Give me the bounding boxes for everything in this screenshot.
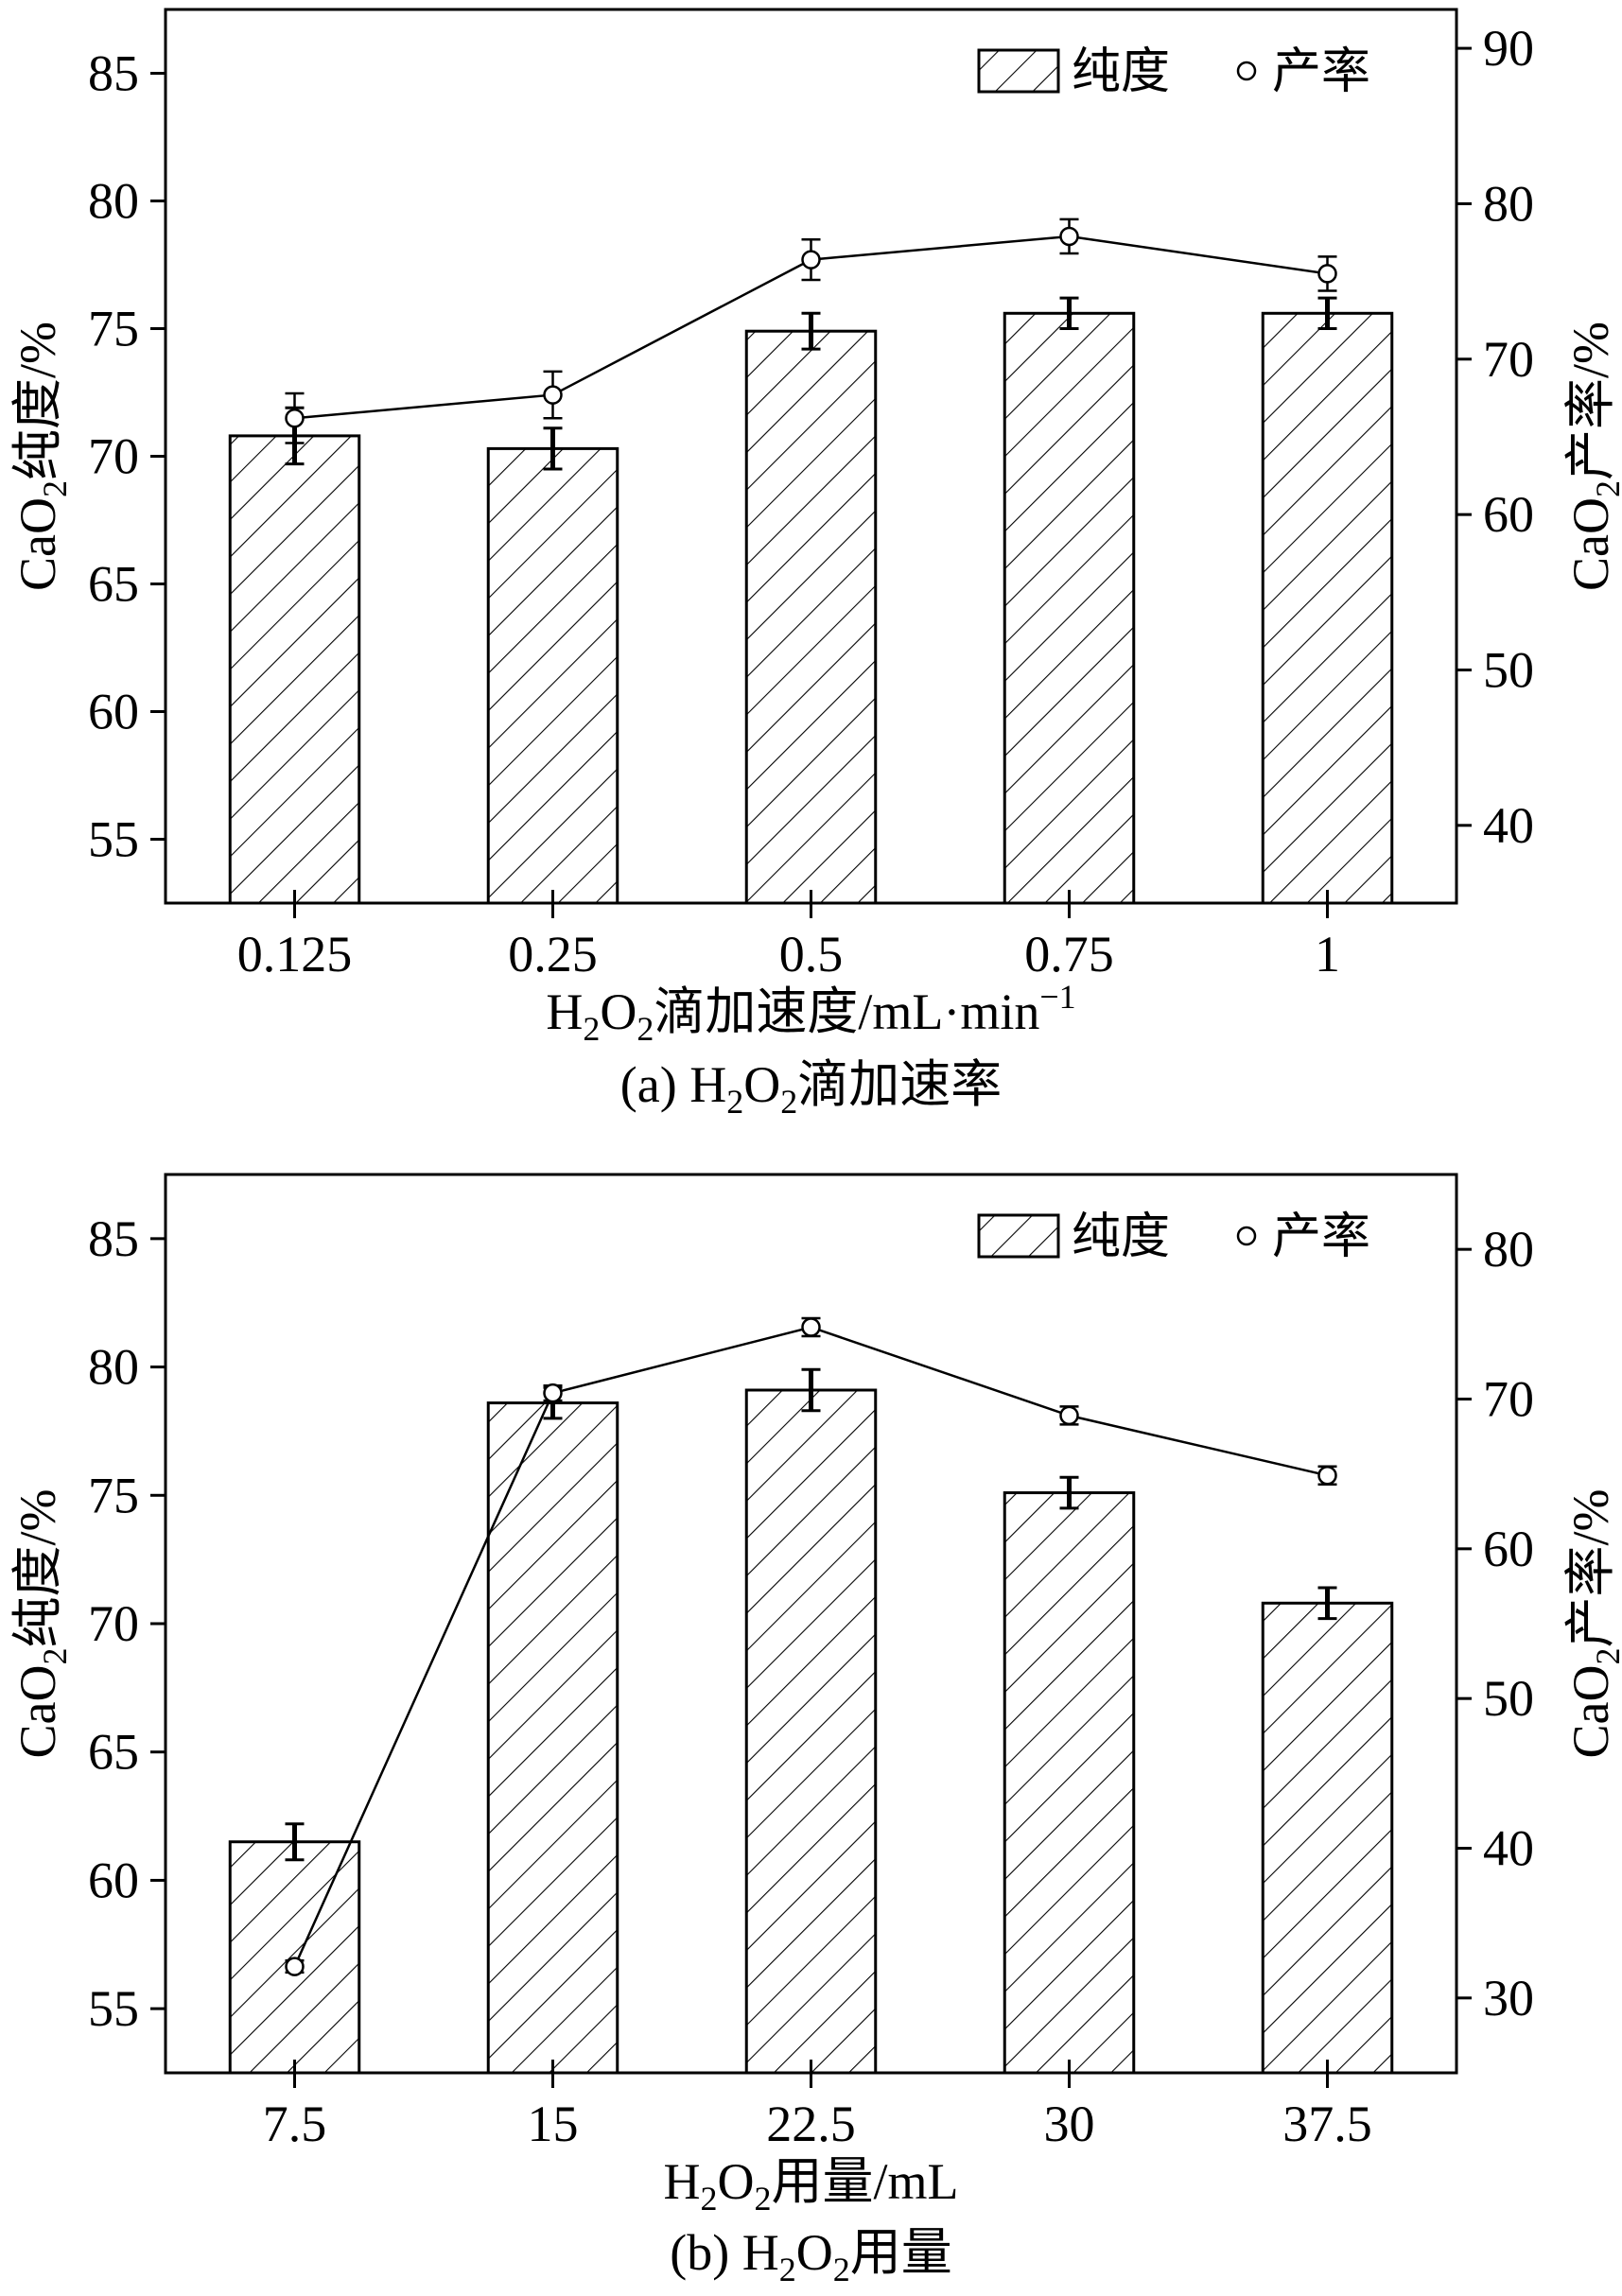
purity-error-bar [801,1367,821,1413]
panel-caption: (b) H2O2用量 [670,2224,951,2288]
right-tick-label: 60 [1483,486,1534,543]
x-axis-label: H2O2用量/mL [664,2153,959,2218]
legend-label-purity: 纯度 [1072,45,1170,99]
yield-point [543,1383,563,1403]
purity-bar [1003,1491,1136,2075]
y-axis-label-left: CaO2纯度/% [9,1489,74,1759]
purity-error-bar [1317,296,1337,330]
yield-point [285,1957,305,1976]
chart-panel-b: 55 60 65 70 75 80 85 30 40 50 60 70 80 7.5 15 22.5 30 37.… [9,1173,1622,2288]
x-axis-label: H2O2滴加速度/mL·min−1 [546,978,1075,1048]
x-tick-label: 0.75 [1024,926,1114,983]
chart-panel-a: 55 60 65 70 75 80 85 40 50 60 70 80 90 0.125 0.25 0.5 0.… [9,8,1622,1121]
purity-error-bar [543,426,563,471]
x-tick-label: 0.25 [508,926,598,983]
left-tick-label: 55 [88,811,139,868]
purity-bar [1261,1601,1394,2075]
purity-error-bar [1059,1475,1079,1510]
x-tick-label: 22.5 [766,2096,856,2152]
right-tick-label: 40 [1483,797,1534,854]
yield-point [1317,1466,1337,1486]
yield-point [285,408,305,428]
left-tick-label: 70 [88,428,139,485]
right-tick-label: 80 [1483,1221,1534,1278]
y-axis-label-right: CaO2产率/% [1562,322,1622,591]
purity-error-bar [1059,296,1079,330]
left-tick-label: 85 [88,45,139,102]
legend-label-purity: 纯度 [1072,1210,1170,1264]
x-tick-label: 1 [1315,926,1340,983]
right-tick-label: 50 [1483,1670,1534,1727]
legend: 纯度 产率 [977,1210,1370,1264]
purity-bar [486,446,619,905]
panel-caption: (a) H2O2滴加速率 [620,1056,1002,1121]
purity-bar [228,434,361,905]
right-tick-label: 70 [1483,1371,1534,1428]
purity-bar [1003,311,1136,905]
legend-swatch-purity [977,48,1060,94]
legend-marker-yield [1236,61,1257,81]
right-tick-label: 40 [1483,1820,1534,1877]
yield-point [1059,226,1079,247]
yield-point [801,1317,821,1337]
left-tick-label: 75 [88,1467,139,1523]
right-tick-label: 70 [1483,331,1534,388]
legend-label-yield: 产率 [1272,45,1370,99]
legend-swatch-purity [977,1213,1060,1259]
right-tick-label: 30 [1483,1970,1534,2026]
left-tick-label: 75 [88,301,139,357]
legend: 纯度 产率 [977,45,1370,99]
left-tick-label: 55 [88,1980,139,2037]
y-axis-label-left: CaO2纯度/% [9,322,74,591]
x-tick-label: 0.5 [779,926,844,983]
x-tick-label: 0.125 [237,926,353,983]
yield-point [801,250,821,270]
right-tick-label: 50 [1483,641,1534,698]
x-tick-label: 7.5 [263,2096,327,2152]
x-tick-label: 15 [528,2096,579,2152]
purity-bar [744,329,878,905]
purity-bar [486,1401,619,2075]
purity-bar [744,1388,878,2075]
legend-marker-yield [1236,1226,1257,1246]
purity-error-bar [1317,1586,1337,1621]
y-axis-label-right: CaO2产率/% [1562,1489,1622,1759]
purity-error-bar [285,1822,305,1862]
yield-point [1059,1405,1079,1426]
legend-label-yield: 产率 [1272,1210,1370,1264]
left-tick-label: 80 [88,1339,139,1396]
x-tick-label: 30 [1044,2096,1095,2152]
yield-point [543,385,563,405]
purity-bar [1261,311,1394,905]
left-tick-label: 65 [88,556,139,613]
purity-error-bar [801,311,821,351]
left-tick-label: 85 [88,1210,139,1267]
x-tick-label: 37.5 [1282,2096,1372,2152]
left-tick-label: 60 [88,1852,139,1908]
left-tick-label: 80 [88,173,139,230]
left-tick-label: 70 [88,1595,139,1652]
left-tick-label: 60 [88,684,139,740]
right-tick-label: 80 [1483,175,1534,232]
left-tick-label: 65 [88,1724,139,1781]
yield-point [1317,264,1337,284]
right-tick-label: 90 [1483,20,1534,77]
right-tick-label: 60 [1483,1521,1534,1577]
